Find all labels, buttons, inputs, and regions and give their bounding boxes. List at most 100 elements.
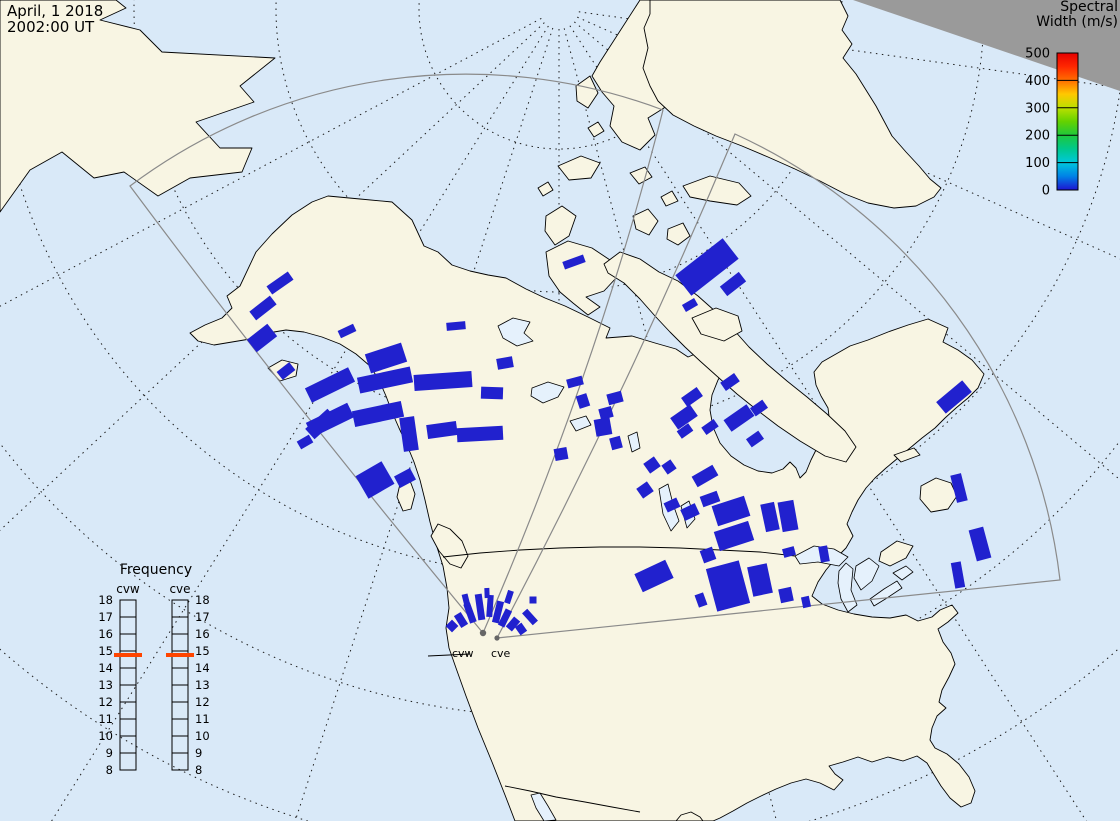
land-baffin-island [603, 251, 857, 463]
colorbar-tick-label: 300 [1025, 101, 1050, 116]
scatter-cell [463, 602, 477, 624]
fov-cve-outline [495, 133, 1061, 639]
scatter-cell [456, 425, 504, 443]
scatter-cell [566, 375, 584, 389]
scatter-cell [713, 520, 755, 552]
scatter-cell [474, 593, 486, 621]
land-siberia [0, 0, 276, 213]
land-vancouver-island [430, 523, 469, 569]
scatter-cell [691, 464, 719, 488]
frequency-tick-label: 12 [98, 695, 113, 709]
border-us-mexico [504, 785, 641, 813]
scatter-cell [800, 595, 812, 609]
scatter-cell [663, 497, 681, 513]
scatter-cell [670, 404, 698, 430]
border-us-canada [442, 546, 796, 558]
scatter-cell [968, 526, 992, 562]
land-small-arctic-isle-1 [537, 181, 554, 197]
scatter-cell [484, 587, 490, 599]
scatter-cell [680, 503, 700, 521]
scatter-cell [305, 402, 355, 438]
frequency-tick-label: 16 [98, 627, 113, 641]
scatter-cell [719, 271, 747, 297]
scatter-cell [777, 499, 799, 533]
scatter-cell [453, 611, 469, 629]
frequency-tick-label: 9 [195, 746, 202, 760]
scatter-cell [504, 589, 514, 605]
scatter-cell [575, 393, 591, 409]
scatter-cell [598, 406, 614, 420]
frequency-tick-label: 10 [98, 729, 113, 743]
frequency-tick-label: 12 [195, 695, 210, 709]
night-terminator-wedge [853, 0, 1120, 91]
scatter-cell [337, 323, 357, 339]
scatter-cell [426, 420, 458, 440]
lake-ontario [892, 565, 914, 581]
frequency-column-label-cve: cve [169, 582, 190, 596]
frequency-tick-label: 9 [106, 746, 113, 760]
scatter-cells [246, 238, 992, 636]
colorbar-tick-label: 400 [1025, 74, 1050, 89]
colorbar-tick-label: 0 [1042, 184, 1050, 199]
scatter-cell [745, 430, 765, 448]
land-devon-island [682, 175, 752, 206]
frequency-tick-label: 8 [195, 763, 202, 777]
scatter-cell [249, 295, 277, 321]
date-label: April, 1 2018 [7, 2, 103, 20]
scatter-cell [950, 561, 966, 589]
scatter-cell [681, 298, 699, 312]
land-melville-island [557, 155, 601, 181]
scatter-cell [723, 404, 755, 432]
scatter-cell [818, 545, 830, 563]
scatter-cell [399, 416, 419, 452]
scatter-cell [562, 254, 586, 270]
scatter-cell [486, 594, 494, 618]
scatter-cell [593, 417, 613, 437]
lake-great-slave [530, 381, 565, 404]
colorbar-gradient-bar [1056, 52, 1079, 191]
scatter-cell [351, 400, 405, 428]
land-banks-island [544, 205, 577, 246]
scatter-cell [681, 387, 703, 407]
scatter-cell [675, 238, 739, 296]
frequency-tick-label: 18 [98, 593, 113, 607]
lakes [497, 317, 914, 821]
frequency-tick-label: 16 [195, 627, 210, 641]
scatter-cell [634, 559, 674, 593]
frequency-tick-label: 11 [98, 712, 113, 726]
frequency-tick-label: 15 [98, 644, 113, 658]
frequency-legend-title: Frequency [120, 562, 192, 578]
scatter-cell [705, 560, 751, 612]
scatter-cell [491, 600, 505, 624]
scatter-cell [364, 342, 408, 374]
scatter-cell [480, 386, 504, 400]
scatter-cell [296, 434, 314, 450]
scatter-cell [355, 461, 395, 499]
frequency-tick-label: 15 [195, 644, 210, 658]
scatter-cell [661, 459, 677, 475]
scatter-cell [749, 399, 769, 417]
land-newfoundland [919, 477, 958, 513]
scatter-cell [496, 356, 514, 370]
frequency-legend: Frequency cvw cve 1817161514131211109818… [98, 562, 209, 777]
scatter-cell [394, 468, 416, 488]
lake-athabasca [569, 415, 592, 432]
fov-cvw-outline [129, 73, 664, 635]
scatter-cell [266, 271, 294, 295]
scatter-cell [522, 608, 538, 626]
radar-site-dot-cvw [479, 629, 487, 637]
scatter-cell [636, 481, 654, 499]
scatter-cell [701, 419, 719, 435]
colorbar-ticks: 500 400 300 200 100 0 [1025, 47, 1078, 199]
colorbar-tick-label: 100 [1025, 156, 1050, 171]
radar-label-cve: cve [491, 647, 511, 660]
scatter-cell [747, 563, 773, 597]
scatter-cell [676, 423, 694, 439]
scatter-cell [514, 622, 528, 636]
scatter-cell [304, 367, 356, 403]
lake-michigan [837, 562, 858, 613]
frequency-column-label-cvw: cvw [116, 582, 140, 596]
scatter-cell [461, 593, 471, 607]
scatter-cell [553, 446, 569, 462]
lake-erie [869, 580, 903, 607]
